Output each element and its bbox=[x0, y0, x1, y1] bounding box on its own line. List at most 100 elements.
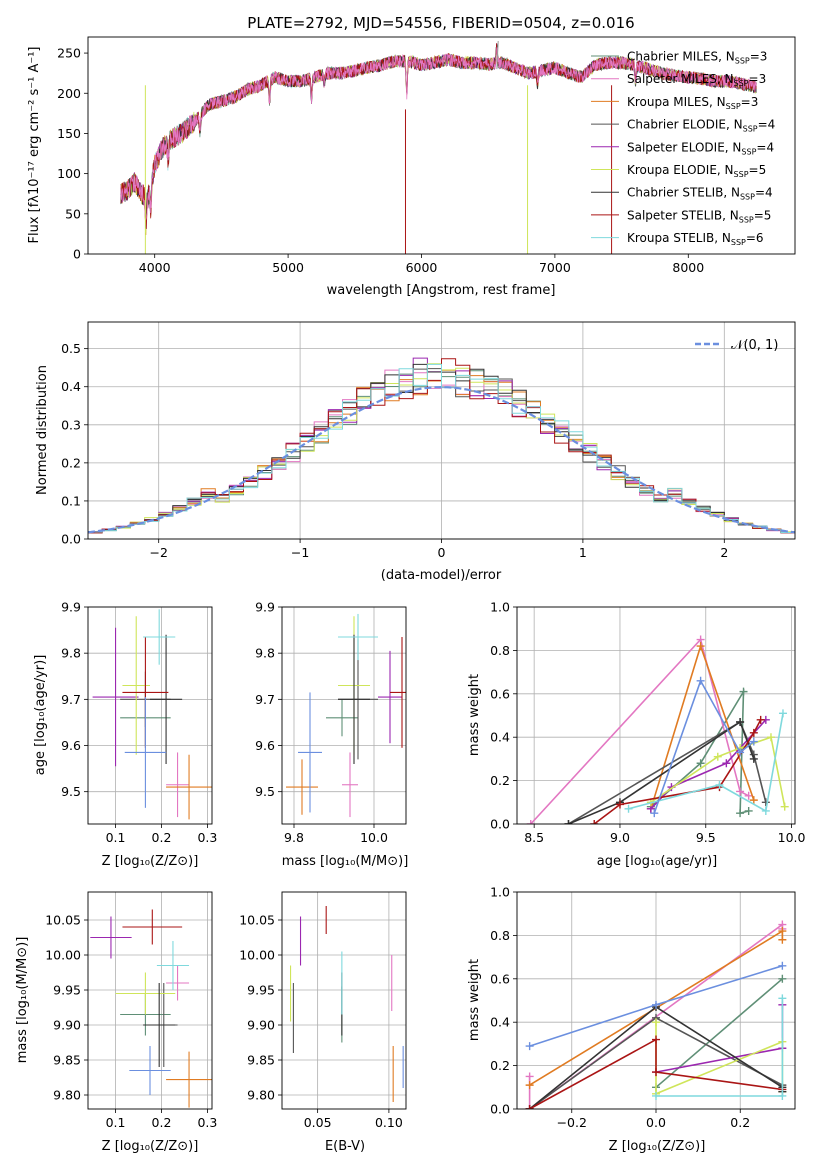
plus-marker bbox=[778, 974, 787, 983]
errorbar-point-8 bbox=[338, 613, 378, 661]
plus-marker bbox=[525, 1105, 534, 1109]
errorbar-point-0 bbox=[326, 699, 358, 737]
weight-series-8 bbox=[652, 994, 787, 1100]
y-tick-label: 0.2 bbox=[490, 773, 510, 788]
z-age-plot-area: 0.1 0.2 0.3 9.5 9.6 9.7 9.8 9.9 bbox=[61, 600, 217, 846]
z-age-panel: 0.1 0.2 0.3 9.5 9.6 9.7 9.8 9.9 Z [log₁₀(Z/Z⊙)]… bbox=[33, 600, 217, 870]
x-tick-label: 0.2 bbox=[730, 1115, 750, 1130]
series-line bbox=[655, 978, 783, 1088]
spectrum-series-1 bbox=[120, 47, 757, 221]
x-tick-label: 4000 bbox=[139, 260, 171, 275]
z-weight-xlabel: Z [log₁₀(Z/Z⊙)] bbox=[609, 1139, 706, 1154]
plus-marker bbox=[650, 809, 659, 818]
y-tick-label: 9.7 bbox=[61, 692, 81, 707]
plus-marker bbox=[525, 1072, 534, 1081]
x-tick-label: 8000 bbox=[672, 260, 704, 275]
errorbar-point-4 bbox=[92, 627, 139, 767]
weight-series-9 bbox=[650, 676, 758, 818]
plus-marker bbox=[715, 780, 724, 789]
y-tick-label: 10.00 bbox=[45, 948, 81, 963]
plus-marker bbox=[739, 687, 748, 696]
plus-marker bbox=[590, 820, 599, 824]
y-tick-label: 9.9 bbox=[61, 600, 81, 615]
plot-clip bbox=[525, 920, 787, 1109]
weight-series-8 bbox=[624, 709, 787, 815]
plus-marker bbox=[525, 1081, 534, 1090]
residuals-xlabel: (data-model)/error bbox=[381, 568, 502, 583]
x-tick-label: 9.5 bbox=[696, 830, 716, 845]
y-tick-label: 250 bbox=[57, 46, 81, 61]
plus-marker bbox=[736, 748, 745, 757]
mass-age-plot-area: 9.8 10.0 9.5 9.6 9.7 9.8 9.9 bbox=[255, 600, 407, 845]
x-tick-label: 0.2 bbox=[152, 830, 172, 845]
x-tick-label: −2 bbox=[149, 545, 167, 560]
axes-frame bbox=[87, 606, 213, 825]
axes-frame bbox=[87, 891, 213, 1110]
y-tick-label: 0.0 bbox=[61, 532, 81, 547]
legend-entry: Salpeter MILES, NSSP=3 bbox=[627, 72, 766, 88]
y-tick-label: 9.85 bbox=[53, 1053, 81, 1068]
errorbar-point-9 bbox=[124, 697, 167, 808]
x-tick-label: 10.0 bbox=[778, 830, 806, 845]
series-line bbox=[655, 1004, 784, 1073]
plus-marker bbox=[744, 791, 753, 800]
z-age-ylabel: age [log₁₀(age/yr)] bbox=[33, 655, 48, 776]
plus-marker bbox=[761, 798, 770, 807]
errorbar-point-6 bbox=[143, 983, 176, 1067]
y-tick-label: 9.6 bbox=[61, 738, 81, 753]
plus-marker bbox=[713, 752, 722, 761]
plus-marker bbox=[624, 804, 633, 813]
x-tick-label: 5000 bbox=[272, 260, 304, 275]
y-tick-label: 9.95 bbox=[53, 983, 81, 998]
y-tick-label: 9.80 bbox=[53, 1088, 81, 1103]
plot-clip bbox=[290, 906, 404, 1102]
axes-frame bbox=[87, 321, 796, 540]
y-tick-label: 0.4 bbox=[61, 379, 81, 394]
series-line bbox=[530, 637, 750, 824]
plus-marker bbox=[722, 759, 731, 768]
figure-title: PLATE=2792, MJD=54556, FIBERID=0504, z=0… bbox=[247, 14, 634, 32]
plus-marker bbox=[749, 796, 758, 805]
legend-entry: Kroupa MILES, NSSP=3 bbox=[627, 95, 758, 111]
errorbar-point-7 bbox=[122, 909, 183, 945]
plus-marker bbox=[749, 754, 758, 763]
plus-marker bbox=[744, 806, 753, 815]
z-age-xlabel: Z [log₁₀(Z/Z⊙)] bbox=[102, 854, 199, 869]
weight-series-7 bbox=[525, 1035, 787, 1109]
z-weight-ylabel: mass weight bbox=[467, 959, 482, 1041]
x-tick-label: 0.05 bbox=[304, 1115, 332, 1130]
y-tick-label: 50 bbox=[65, 206, 81, 221]
y-tick-label: 0.6 bbox=[490, 971, 510, 986]
series-line bbox=[653, 678, 755, 814]
y-tick-label: 9.85 bbox=[247, 1053, 275, 1068]
y-tick-label: 0.8 bbox=[490, 643, 510, 658]
plus-marker bbox=[564, 820, 573, 824]
x-tick-label: 2 bbox=[720, 545, 728, 560]
y-tick-label: 10.00 bbox=[239, 948, 275, 963]
weight-series-3 bbox=[564, 718, 770, 824]
y-tick-label: 9.9 bbox=[255, 600, 275, 615]
z-mass-ylabel: mass [log₁₀(M/M⊙)] bbox=[15, 937, 30, 1064]
errorbar-point-8 bbox=[143, 609, 176, 665]
plus-marker bbox=[652, 1018, 660, 1027]
x-tick-label: 0 bbox=[438, 545, 446, 560]
residuals-plot-area: −2 −1 0 1 2 0.0 0.1 0.2 0.3 0.4 0.5 bbox=[61, 321, 796, 560]
plot-clip bbox=[88, 357, 795, 534]
x-tick-label: 0.2 bbox=[152, 1115, 172, 1130]
legend-entry: Chabrier STELIB, NSSP=4 bbox=[627, 186, 773, 202]
x-tick-label: 9.0 bbox=[610, 830, 630, 845]
plot-clip bbox=[90, 909, 212, 1108]
x-tick-label: 0.1 bbox=[106, 1115, 126, 1130]
spectrum-ylabel: Flux [fλ10⁻¹⁷ erg cm⁻² s⁻¹ A⁻¹] bbox=[27, 47, 42, 244]
errorbar-point-2 bbox=[166, 754, 212, 820]
errorbar-point-6 bbox=[150, 634, 183, 764]
y-tick-label: 0.5 bbox=[61, 341, 81, 356]
plot-clip bbox=[286, 613, 406, 818]
y-tick-label: 200 bbox=[57, 86, 81, 101]
legend-entry: Chabrier ELODIE, NSSP=4 bbox=[627, 118, 775, 134]
x-tick-label: 0.10 bbox=[375, 1115, 403, 1130]
weight-series-7 bbox=[590, 715, 765, 824]
spectrum-spike bbox=[496, 40, 499, 70]
errorbar-point-2 bbox=[166, 1051, 212, 1108]
